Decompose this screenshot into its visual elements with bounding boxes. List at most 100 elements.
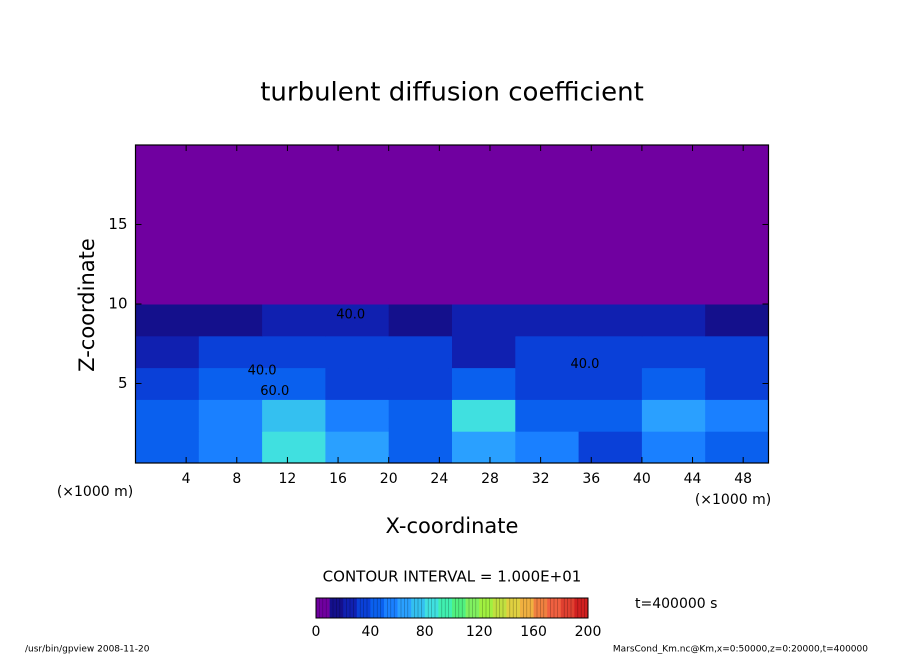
field-cell xyxy=(515,304,580,337)
field-cell xyxy=(388,367,453,400)
colorbar-swatch xyxy=(492,598,507,618)
footer-left: /usr/bin/gpview 2008-11-20 xyxy=(25,645,150,654)
x-tick-label: 4 xyxy=(182,471,191,487)
field-cell xyxy=(388,145,453,305)
x-tick-label: 20 xyxy=(380,471,398,487)
field-cell xyxy=(388,304,453,337)
field-cell xyxy=(325,367,390,400)
footer-right: MarsCond_Km.nc@Km,x=0:50000,z=0:20000,t=… xyxy=(613,645,868,654)
colorbar-swatch xyxy=(506,598,521,618)
field-cell xyxy=(262,367,326,400)
field-cell xyxy=(325,335,390,369)
field-cell xyxy=(325,399,390,432)
field-cell xyxy=(705,399,769,432)
field-cell xyxy=(135,304,200,337)
field-cell xyxy=(705,145,769,305)
field-cell xyxy=(515,145,580,305)
contour-label: 40.0 xyxy=(336,308,365,323)
y-axis-label: Z-coordinate xyxy=(75,238,99,372)
field-cell xyxy=(452,335,516,369)
x-tick-label: 12 xyxy=(279,471,297,487)
x-tick-label: 36 xyxy=(582,471,600,487)
field-cell xyxy=(325,304,390,337)
contour-interval: CONTOUR INTERVAL = 1.000E+01 xyxy=(323,568,582,586)
contour-label: 40.0 xyxy=(248,363,277,378)
field-cell xyxy=(452,431,516,464)
field-cell xyxy=(198,304,263,337)
field-cell xyxy=(705,304,769,337)
field-cell xyxy=(641,431,706,464)
field-cell xyxy=(641,399,706,432)
field-cell xyxy=(135,335,200,369)
field-cell xyxy=(705,367,769,400)
x-tick-label: 16 xyxy=(329,471,347,487)
field-cell xyxy=(515,367,580,400)
field-cell xyxy=(452,145,516,305)
colorbar-tick-label: 160 xyxy=(520,624,547,640)
colorbar-swatch xyxy=(329,598,344,618)
x-tick-label: 48 xyxy=(734,471,752,487)
colorbar-swatch xyxy=(520,598,534,618)
field-cell xyxy=(452,399,516,432)
colorbar-swatch xyxy=(452,598,466,618)
x-unit: (×1000 m) xyxy=(695,492,771,508)
colorbar-tick-label: 0 xyxy=(312,624,321,640)
field-cell xyxy=(452,304,516,337)
field-cell xyxy=(262,399,326,432)
x-tick-label: 44 xyxy=(684,471,702,487)
field-cell xyxy=(641,145,706,305)
colorbar-swatch xyxy=(370,598,385,618)
field-cell xyxy=(578,335,643,369)
colorbar-swatch xyxy=(343,598,358,618)
field-cell xyxy=(325,145,390,305)
colorbar-swatch xyxy=(397,598,412,618)
field-cell xyxy=(198,399,263,432)
field-cell xyxy=(388,335,453,369)
field-cell xyxy=(262,304,326,337)
field-cell xyxy=(515,431,580,464)
colorbar-swatch xyxy=(424,598,439,618)
field-cell xyxy=(515,399,580,432)
x-axis-label: X-coordinate xyxy=(386,514,519,538)
x-tick-label: 8 xyxy=(232,471,241,487)
x-tick-label: 32 xyxy=(532,471,550,487)
field-cell xyxy=(198,367,263,400)
contour-label: 40.0 xyxy=(570,357,599,372)
y-tick-label: 15 xyxy=(108,215,127,233)
colorbar-swatch xyxy=(533,598,548,618)
field-cell xyxy=(578,304,643,337)
colorbar-swatch xyxy=(411,598,426,618)
colorbar-swatch xyxy=(465,598,480,618)
field-cell xyxy=(198,431,263,464)
field-cell xyxy=(578,399,643,432)
field-cell xyxy=(641,367,706,400)
time-label: t=400000 s xyxy=(635,596,717,612)
x-tick-label: 24 xyxy=(430,471,448,487)
field-cell xyxy=(515,335,580,369)
field-cell xyxy=(641,304,706,337)
colorbar-tick-label: 80 xyxy=(416,624,434,640)
field-cell xyxy=(198,145,263,305)
colorbar-swatch xyxy=(547,598,562,618)
colorbar-swatch xyxy=(574,598,589,618)
contour-label: 60.0 xyxy=(260,384,289,399)
colorbar-swatch xyxy=(479,598,494,618)
field-cell xyxy=(705,431,769,464)
colorbar-tick-label: 40 xyxy=(361,624,379,640)
chart-title: turbulent diffusion coefficient xyxy=(260,78,644,108)
field-cell xyxy=(135,367,200,400)
colorbar-frame xyxy=(315,597,589,619)
field-cell xyxy=(388,399,453,432)
colorbar-swatch xyxy=(316,598,330,618)
colorbar-tick-label: 200 xyxy=(575,624,602,640)
field-cell xyxy=(641,335,706,369)
field-cell xyxy=(578,367,643,400)
y-unit: (×1000 m) xyxy=(57,484,133,500)
field-cell xyxy=(135,145,200,305)
field-cell xyxy=(262,145,326,305)
x-tick-label: 28 xyxy=(481,471,499,487)
field-cell xyxy=(135,431,200,464)
field-cell xyxy=(135,399,200,432)
field-cell xyxy=(262,431,326,464)
